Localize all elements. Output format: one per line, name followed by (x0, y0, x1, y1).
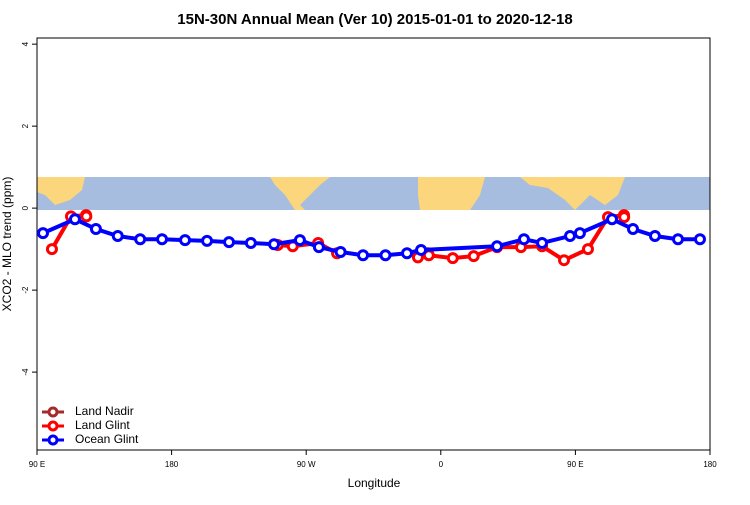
point (573, 227, 586, 240)
x-tick-label: 90 E (567, 460, 583, 469)
y-tick-label: 2 (21, 123, 30, 128)
point (357, 249, 370, 262)
point (536, 236, 549, 249)
land (520, 177, 625, 210)
point (558, 254, 571, 267)
point (156, 233, 169, 246)
point (401, 247, 414, 260)
point (648, 230, 661, 243)
x-tick-label: 0 (439, 460, 444, 469)
point (89, 223, 102, 236)
point (564, 230, 577, 243)
plot-frame (36, 37, 711, 451)
point (517, 233, 530, 246)
y-tick-label: 0 (21, 205, 30, 210)
x-axis-label: Longitude (348, 476, 401, 490)
point (379, 249, 392, 262)
point (618, 211, 631, 224)
legend-marker (47, 406, 59, 418)
point (201, 234, 214, 247)
point (671, 233, 684, 246)
point (446, 252, 459, 265)
point (491, 240, 504, 253)
legend-label: Land Nadir (75, 404, 134, 418)
point (581, 243, 594, 256)
point (45, 243, 58, 256)
land (270, 177, 330, 210)
point (36, 227, 49, 240)
x-tick-label: 90 W (297, 460, 316, 469)
land (37, 177, 85, 205)
chart-title: 15N-30N Annual Mean (Ver 10) 2015-01-01 … (177, 11, 572, 28)
y-tick-label: 4 (21, 41, 30, 46)
land (418, 177, 485, 210)
legend-marker (47, 434, 59, 446)
point (312, 241, 325, 254)
point (693, 233, 706, 246)
point (415, 243, 428, 256)
x-tick-label: 180 (165, 460, 179, 469)
point (606, 213, 619, 226)
x-tick-label: 180 (703, 460, 717, 469)
y-tick-label: -2 (21, 286, 30, 294)
point (626, 223, 639, 236)
x-tick-label: 90 E (29, 460, 45, 469)
legend-marker (47, 420, 59, 432)
legend-label: Ocean Glint (75, 432, 139, 446)
point (334, 245, 347, 258)
point (293, 234, 306, 247)
y-axis-label: XCO2 - MLO trend (ppm) (0, 177, 14, 312)
point (244, 236, 257, 249)
point (80, 210, 93, 223)
legend-label: Land Glint (75, 418, 130, 432)
point (467, 250, 480, 263)
point (68, 213, 81, 226)
point (268, 238, 281, 251)
point (111, 230, 124, 243)
map-band (37, 177, 710, 210)
point (179, 234, 192, 247)
point (134, 233, 147, 246)
point (223, 236, 236, 249)
series-line (42, 217, 700, 258)
y-tick-label: -4 (21, 368, 30, 376)
